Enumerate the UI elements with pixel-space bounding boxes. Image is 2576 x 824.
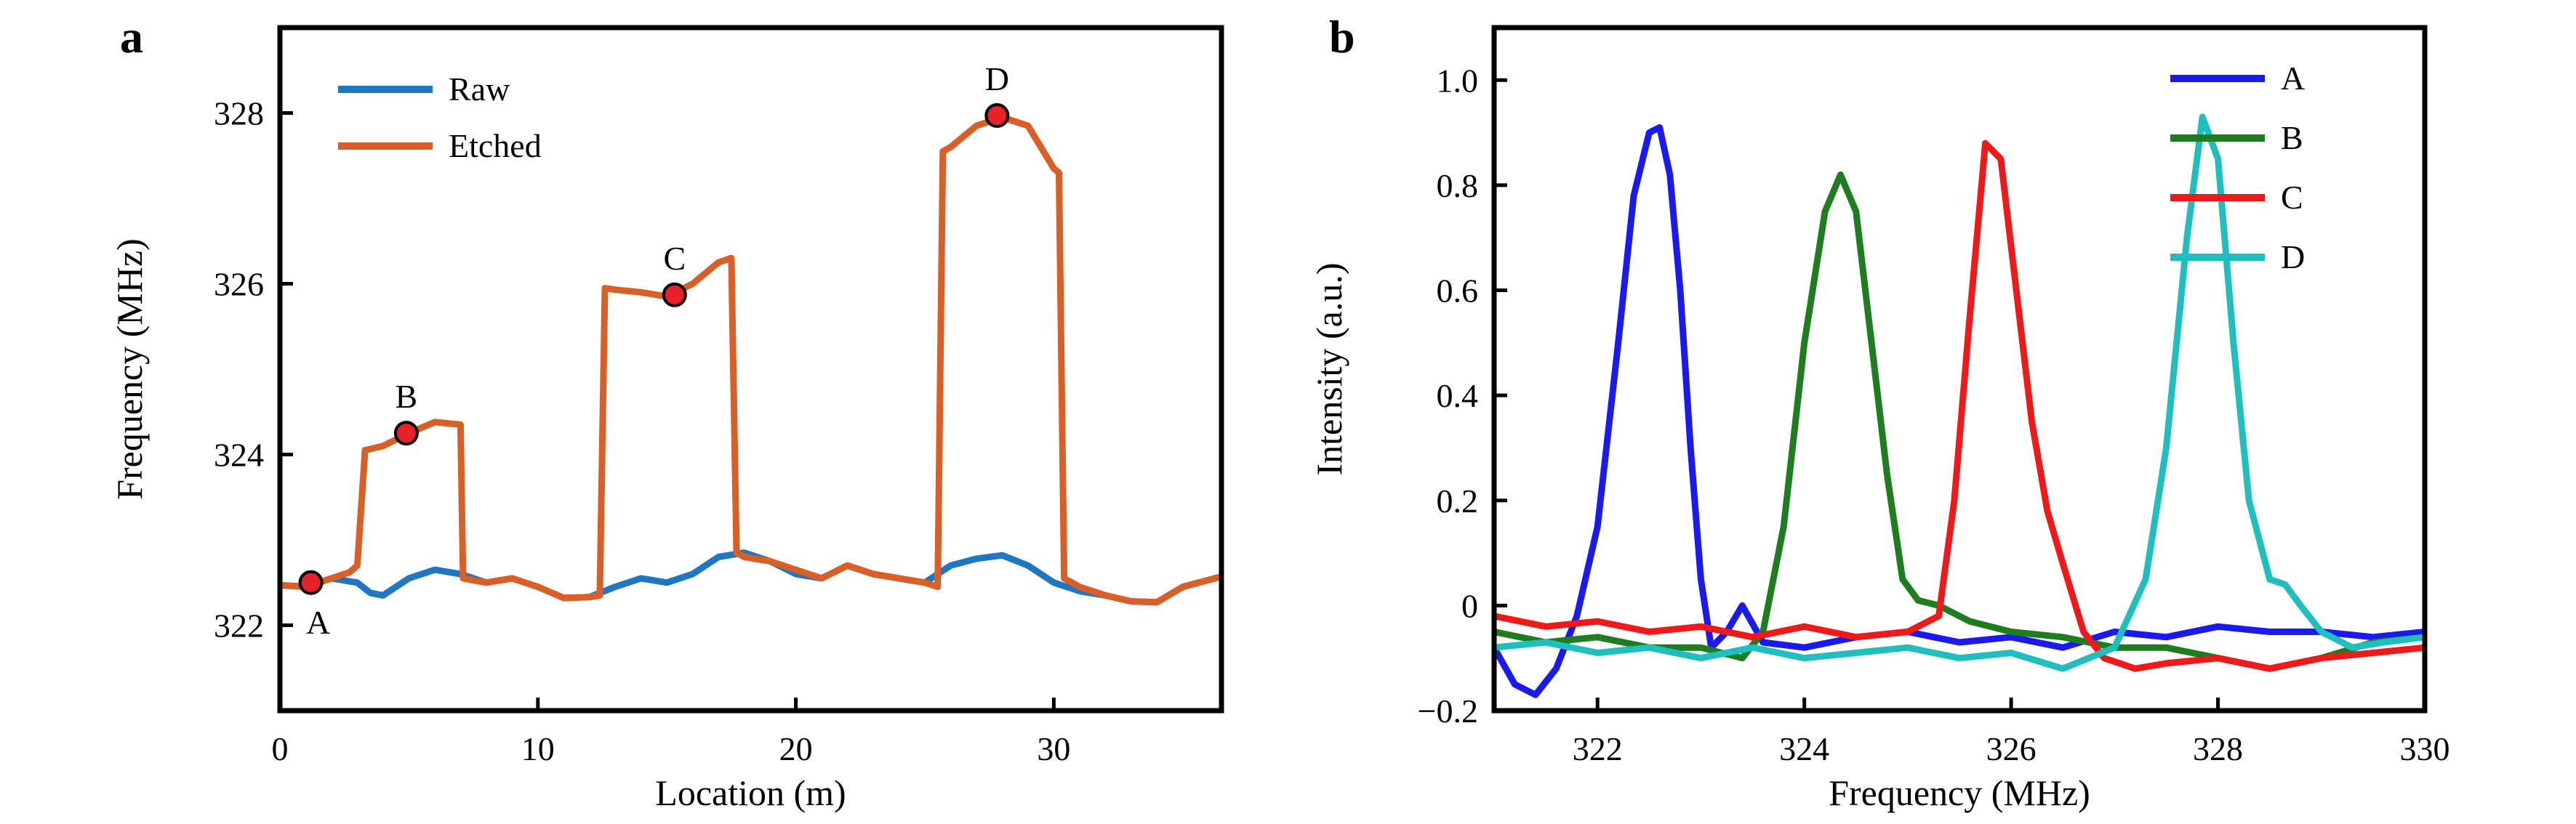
x-tick-label: 328	[2193, 730, 2243, 767]
x-tick-label: 0	[272, 730, 289, 767]
y-tick-label: 0.4	[1437, 377, 1479, 414]
y-tick-label: −0.2	[1418, 692, 1478, 730]
marker-point-a	[298, 570, 324, 595]
chart-panel-b: 322 324 326 328 330 −0.2 0 0.2 0.4 0.6 0.8 1.0 Frequ…	[1309, 25, 2450, 813]
y-tick-label: 0.6	[1437, 272, 1479, 310]
series-line-d	[1494, 113, 2425, 672]
chart-panel-a: 0 10 20 30 322 324 326 328 Location (m) Frequency…	[109, 25, 1224, 813]
y-tick-label: 0	[1461, 587, 1478, 624]
x-axis-label: Frequency (MHz)	[1829, 772, 2090, 813]
series-line-b	[1494, 171, 2425, 672]
y-tick-label: 0.8	[1437, 167, 1479, 204]
y-axis-label: Frequency (MHz)	[109, 238, 150, 500]
y-tick-label: 326	[214, 266, 264, 303]
panel-letter-b: b	[1329, 11, 1355, 62]
x-tick-label: 326	[1986, 730, 2037, 767]
x-tick-label: 10	[521, 730, 555, 767]
x-tick-label: 322	[1573, 730, 1623, 767]
legend-label-raw: Raw	[449, 70, 510, 108]
marker-point-d	[984, 103, 1010, 129]
y-tick-label: 1.0	[1437, 62, 1479, 99]
y-tick-label: 0.2	[1437, 482, 1479, 520]
series-line-etched	[280, 113, 1221, 606]
y-tick-label: 322	[214, 607, 264, 645]
marker-point-c	[662, 282, 687, 307]
y-tick-label: 328	[214, 95, 264, 132]
series-line-c	[1494, 140, 2425, 672]
y-axis-label: Intensity (a.u.)	[1309, 263, 1349, 476]
panel-letter-a: a	[120, 11, 143, 62]
marker-label-d: D	[985, 60, 1009, 97]
legend-label-b: B	[2281, 119, 2303, 156]
legend-label-c: C	[2281, 179, 2303, 216]
y-tick-label: 324	[214, 437, 264, 474]
legend-label-a: A	[2281, 60, 2305, 97]
marker-label-c: C	[663, 240, 686, 277]
plot-frame	[277, 25, 1224, 714]
series-line-raw	[280, 549, 1221, 606]
plot-frame	[1491, 25, 2428, 714]
x-tick-label: 324	[1779, 730, 1829, 767]
x-axis-label: Location (m)	[655, 772, 846, 813]
x-tick-label: 20	[779, 730, 813, 767]
x-tick-label: 330	[2400, 730, 2450, 767]
marker-point-b	[393, 421, 419, 446]
marker-label-a: A	[306, 604, 330, 641]
legend-label-d: D	[2281, 238, 2305, 275]
marker-label-b: B	[396, 378, 418, 415]
x-tick-label: 30	[1037, 730, 1070, 767]
legend-label-etched: Etched	[449, 127, 542, 164]
